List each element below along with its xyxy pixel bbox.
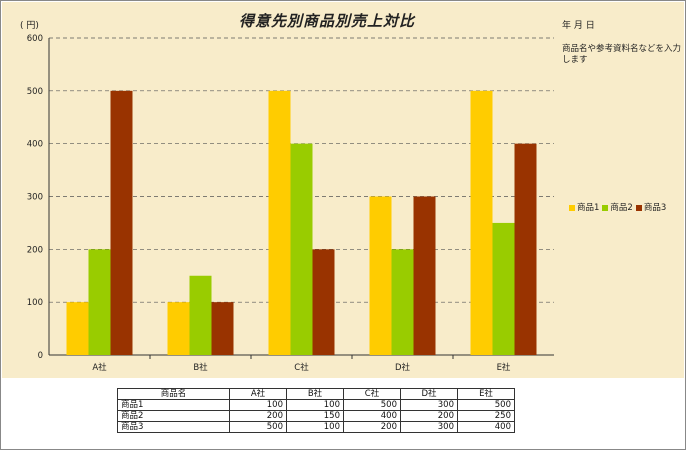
table-cell: 200	[343, 421, 401, 433]
y-tick-label: 600	[27, 34, 43, 44]
x-tick-label: A社	[92, 362, 107, 373]
chart-panel: 0 100 200 300 400 500 600 A社 B社 C社 D社 E社 得意先別商品別売上対…	[2, 2, 684, 378]
legend-swatch	[635, 204, 642, 211]
bar	[110, 90, 133, 355]
table-row: 商品1 100 100 500 300 500	[117, 399, 515, 411]
table-row-name: 商品1	[117, 399, 230, 411]
y-tick-label: 400	[27, 140, 43, 150]
table-row: 商品3 500 100 200 300 400	[117, 421, 515, 433]
table-cell: 300	[400, 421, 458, 433]
table-header-row: 商品名 A社 B社 C社 D社 E社	[117, 388, 515, 400]
bar	[211, 302, 234, 355]
table-header-cell: A社	[229, 388, 287, 400]
bar	[88, 249, 111, 355]
table-row: 商品2 200 150 400 200 250	[117, 410, 515, 422]
unit-label: ( 円)	[20, 21, 39, 31]
bar	[167, 302, 190, 355]
y-tick-label: 0	[38, 351, 43, 361]
legend-label: 商品2	[610, 203, 633, 213]
y-tick-label: 500	[27, 87, 43, 97]
x-tick-label: D社	[395, 362, 411, 373]
table-cell: 100	[286, 399, 344, 411]
bar	[312, 249, 335, 355]
legend-item: 商品1	[569, 201, 599, 213]
bar	[413, 196, 436, 355]
table-cell: 300	[400, 399, 458, 411]
y-tick-label: 100	[27, 298, 43, 308]
note-text: 商品名や参考資料名などを入力します	[562, 44, 682, 65]
table-header-cell: D社	[400, 388, 458, 400]
bar	[492, 222, 515, 355]
table-cell: 200	[400, 410, 458, 422]
bar	[66, 302, 89, 355]
chart-title: 得意先別商品別売上対比	[238, 12, 415, 30]
table-header-cell: E社	[457, 388, 515, 400]
y-tick-label: 200	[27, 245, 43, 255]
legend-item: 商品2	[602, 201, 633, 213]
legend-swatch	[602, 204, 609, 211]
legend-label: 商品3	[643, 203, 667, 213]
table-header-name: 商品名	[117, 388, 230, 400]
table-cell: 400	[457, 421, 515, 433]
table-cell: 500	[343, 399, 401, 411]
legend-label: 商品1	[577, 203, 600, 213]
date-label: 年 月 日	[562, 21, 595, 31]
table-cell: 150	[286, 410, 344, 422]
x-tick-label: C社	[294, 362, 309, 373]
bar	[391, 249, 414, 355]
chart-legend: 商品1 商品2 商品3	[569, 201, 669, 213]
bar	[290, 143, 313, 355]
bar	[470, 90, 493, 355]
table-header-cell: B社	[286, 388, 344, 400]
table-cell: 100	[286, 421, 344, 433]
legend-item: 商品3	[635, 201, 667, 213]
y-tick-label: 300	[27, 193, 43, 203]
table-cell: 500	[229, 421, 287, 433]
table-cell: 400	[343, 410, 401, 422]
table-cell: 200	[229, 410, 287, 422]
table-cell: 250	[457, 410, 515, 422]
data-table: 商品名 A社 B社 C社 D社 E社 商品1 100 100 500 300 500 商品2 200 1…	[117, 388, 515, 433]
table-row-name: 商品3	[117, 421, 230, 433]
bar	[514, 143, 537, 355]
x-tick-label: B社	[193, 362, 208, 373]
table-header-cell: C社	[343, 388, 401, 400]
legend-swatch	[569, 204, 575, 211]
chart-plot: 0 100 200 300 400 500 600 A社 B社 C社 D社 E社	[27, 34, 554, 373]
table-row-name: 商品2	[117, 410, 230, 422]
bar	[268, 90, 291, 355]
bar	[369, 196, 392, 355]
bar	[189, 275, 212, 355]
x-tick-label: E社	[497, 362, 511, 373]
table-cell: 500	[457, 399, 515, 411]
table-cell: 100	[229, 399, 287, 411]
